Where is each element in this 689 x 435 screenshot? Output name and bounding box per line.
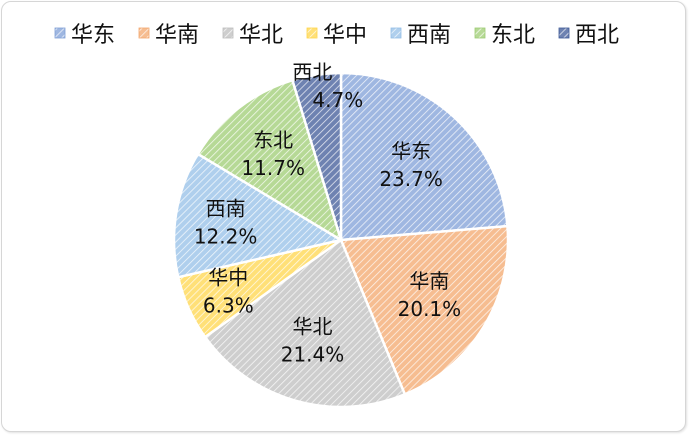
slice-category-label: 华南 — [409, 269, 449, 293]
slice-labels: 华东 23.7% 华南 20.1% 华北 21.4% 华中 6.3% 西南 12.2% 东北 11.7… — [194, 60, 461, 366]
legend-swatch — [390, 27, 402, 39]
slice-value-label: 23.7% — [379, 167, 443, 191]
legend-swatch — [138, 27, 150, 39]
slice-category-label: 华东 — [391, 139, 431, 163]
legend-swatch — [306, 27, 318, 39]
slice-category-label: 西北 — [292, 60, 332, 84]
slice-category-label: 东北 — [253, 128, 293, 152]
slice-value-label: 12.2% — [194, 225, 258, 249]
pie-slice-2 — [339, 224, 510, 396]
legend-label: 西北 — [575, 23, 619, 48]
pie-slices — [172, 71, 510, 409]
legend-swatch — [54, 27, 66, 39]
legend-swatch — [558, 27, 570, 39]
slice-category-label: 西南 — [206, 197, 246, 221]
pie-slice-5 — [172, 152, 345, 279]
slice-value-label: 11.7% — [241, 156, 305, 180]
legend-label: 西南 — [407, 23, 451, 48]
legend-label: 东北 — [491, 23, 535, 48]
slice-value-label: 6.3% — [203, 294, 254, 318]
pie-slice-7 — [290, 71, 343, 241]
legend-swatch — [222, 27, 234, 39]
legend-label: 华中 — [323, 23, 367, 48]
legend-label: 华南 — [155, 23, 199, 48]
slice-category-label: 华中 — [208, 266, 248, 290]
slice-value-label: 21.4% — [281, 343, 345, 367]
slice-value-label: 20.1% — [398, 297, 462, 321]
legend-label: 华北 — [239, 23, 283, 48]
pie-slice-3 — [203, 238, 407, 409]
slice-category-label: 华北 — [293, 315, 333, 339]
slice-value-label: 4.7% — [312, 88, 363, 112]
legend-label: 华东 — [71, 23, 115, 48]
legend: 华东 华南 华北 华中 西南 东北 西北 — [54, 23, 619, 48]
pie-slice-1 — [339, 71, 509, 242]
pie-slice-6 — [196, 78, 344, 243]
legend-swatch — [474, 27, 486, 39]
